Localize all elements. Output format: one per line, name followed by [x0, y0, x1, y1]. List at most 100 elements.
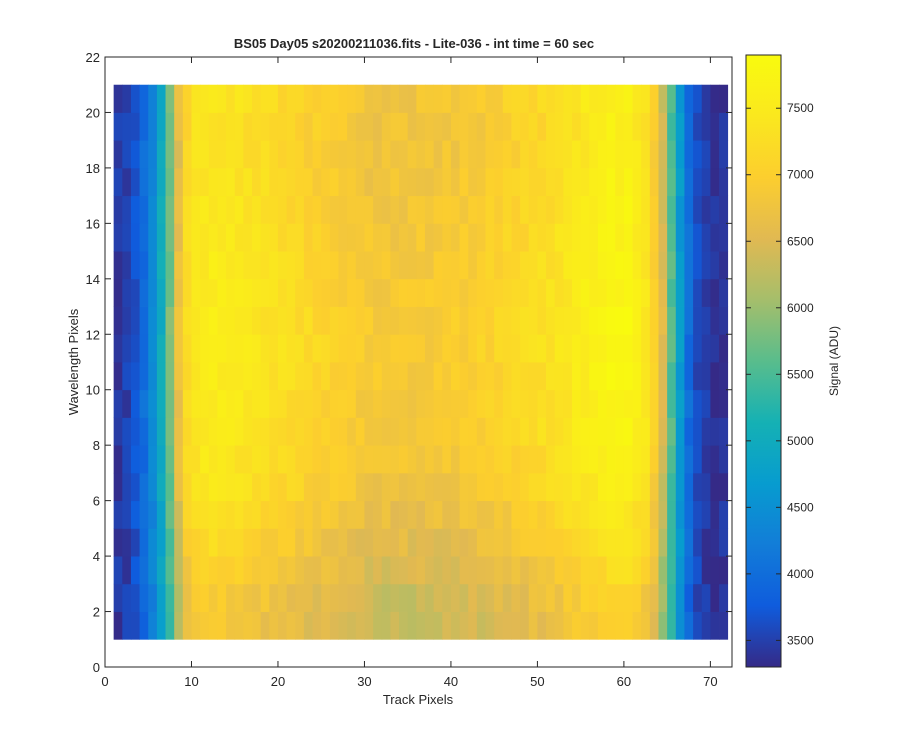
heatmap-cell [424, 306, 435, 335]
heatmap-cell [130, 445, 140, 474]
heatmap-cell [234, 306, 244, 335]
heatmap-cell [303, 334, 313, 363]
heatmap-cell [511, 223, 521, 252]
heatmap-cell [226, 417, 236, 446]
heatmap-cell [295, 112, 305, 141]
heatmap-cell [347, 472, 357, 502]
heatmap-cell [269, 556, 279, 585]
heatmap-cell [174, 500, 184, 529]
heatmap-cell [494, 417, 504, 446]
heatmap-cell [623, 251, 633, 280]
heatmap-cell [364, 306, 374, 335]
heatmap-cell [407, 140, 417, 169]
heatmap-cell [649, 583, 659, 612]
heatmap-cell [589, 112, 599, 141]
heatmap-cell [390, 445, 400, 474]
heatmap-cell [243, 167, 253, 197]
heatmap-cell [433, 611, 443, 640]
heatmap-cell [606, 611, 616, 640]
heatmap-cell [329, 112, 339, 141]
heatmap-cell [295, 167, 305, 197]
heatmap-cell [424, 389, 435, 418]
heatmap-cell [269, 362, 279, 391]
heatmap-cell [684, 417, 694, 446]
heatmap-cell [675, 251, 685, 280]
heatmap-cell [165, 556, 175, 585]
heatmap-cell [580, 278, 590, 307]
heatmap-cell [563, 611, 573, 640]
heatmap-cell [502, 528, 512, 557]
heatmap-cell [684, 306, 694, 335]
heatmap-cell [373, 140, 383, 169]
heatmap-cell [277, 472, 288, 502]
heatmap-cell [174, 583, 184, 612]
heatmap-cell [476, 389, 486, 418]
heatmap-cell [572, 334, 582, 363]
heatmap-cell [373, 112, 383, 141]
heatmap-cell [606, 583, 616, 612]
heatmap-cell [546, 278, 556, 307]
heatmap-cell [701, 417, 711, 446]
heatmap-cell [347, 556, 357, 585]
heatmap-cell [580, 500, 590, 529]
heatmap-cell [390, 306, 400, 335]
heatmap-cell [208, 556, 218, 585]
heatmap-cell [719, 167, 729, 197]
heatmap-cell [468, 84, 478, 113]
heatmap-cell [563, 112, 573, 141]
heatmap-cell [520, 251, 530, 280]
heatmap-cell [381, 583, 391, 612]
heatmap-cell [563, 583, 573, 612]
heatmap-cell [580, 251, 590, 280]
heatmap-cell [364, 417, 374, 446]
heatmap-cell [433, 445, 443, 474]
heatmap-cell [321, 195, 331, 224]
heatmap-cell [416, 472, 426, 502]
heatmap-cell [390, 334, 400, 363]
y-tick-label: 8 [93, 438, 100, 453]
heatmap-cell [303, 611, 313, 640]
heatmap-cell [502, 278, 512, 307]
heatmap-cell [200, 389, 210, 418]
heatmap-cell [693, 140, 703, 169]
heatmap-cell [693, 417, 703, 446]
heatmap-cell [615, 278, 625, 307]
heatmap-cell [589, 84, 599, 113]
heatmap-cell [139, 445, 149, 474]
heatmap-cell [355, 500, 365, 529]
heatmap-cell [502, 362, 512, 391]
heatmap-cell [234, 334, 244, 363]
heatmap-cell [208, 251, 218, 280]
heatmap-cell [277, 389, 288, 418]
heatmap-cell [390, 223, 400, 252]
heatmap-cell [113, 528, 123, 557]
heatmap-cell [156, 223, 166, 252]
heatmap-cell [476, 445, 486, 474]
heatmap-cell [485, 223, 495, 252]
heatmap-cell [355, 417, 365, 446]
heatmap-cell [511, 306, 521, 335]
heatmap-cell [580, 140, 590, 169]
heatmap-cell [476, 583, 486, 612]
heatmap-cell [450, 223, 460, 252]
heatmap-cell [329, 306, 339, 335]
heatmap-cell [191, 611, 201, 640]
heatmap-cell [511, 84, 521, 113]
heatmap-cell [485, 583, 495, 612]
heatmap-cell [113, 251, 123, 280]
heatmap-cell [675, 445, 685, 474]
heatmap-cell [243, 112, 253, 141]
heatmap-cell [321, 389, 331, 418]
heatmap-cell [520, 306, 530, 335]
heatmap-cell [148, 611, 158, 640]
colorbar-tick-label: 6500 [787, 234, 814, 248]
heatmap-cell [200, 195, 210, 224]
heatmap-cell [303, 472, 313, 502]
heatmap-cell [277, 445, 288, 474]
heatmap-cell [130, 583, 140, 612]
y-tick-label: 18 [86, 161, 100, 176]
heatmap-cell [502, 417, 512, 446]
heatmap-cell [364, 251, 374, 280]
heatmap-cell [174, 389, 184, 418]
heatmap-cell [615, 500, 625, 529]
